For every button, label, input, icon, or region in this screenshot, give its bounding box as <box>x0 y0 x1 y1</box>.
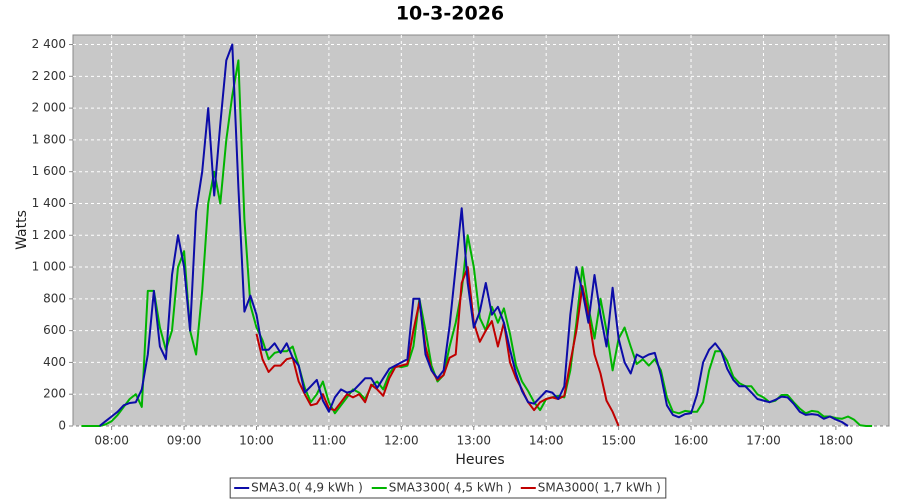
x-tick-label: 18:00 <box>819 434 854 448</box>
y-tick-label: 400 <box>43 355 66 369</box>
plot-area <box>72 34 890 427</box>
x-tick-label: 14:00 <box>529 434 564 448</box>
y-tick-label: 1 800 <box>32 132 66 146</box>
y-tick-label: 2 400 <box>32 37 66 51</box>
chart-title: 10-3-2026 <box>396 3 504 25</box>
y-tick-label: 1 400 <box>32 196 66 210</box>
y-tick-label: 600 <box>43 323 66 337</box>
legend-label: SMA3000( 1,7 kWh ) <box>538 481 661 495</box>
y-tick-label: 2 000 <box>32 101 66 115</box>
series-line <box>98 43 849 427</box>
y-tick-label: 2 200 <box>32 69 66 83</box>
x-tick-label: 10:00 <box>239 434 274 448</box>
legend: SMA3.0( 4,9 kWh ) SMA3300( 4,5 kWh ) SMA30… <box>229 477 667 499</box>
x-tick-label: 17:00 <box>746 434 781 448</box>
legend-label: SMA3.0( 4,9 kWh ) <box>251 481 363 495</box>
x-tick-label: 12:00 <box>384 434 419 448</box>
x-tick-label: 09:00 <box>167 434 202 448</box>
y-tick-label: 1 000 <box>32 260 66 274</box>
y-tick-label: 200 <box>43 387 66 401</box>
x-axis-label: Heures <box>455 452 504 468</box>
y-tick-label: 0 <box>58 419 66 433</box>
x-tick-label: 11:00 <box>312 434 347 448</box>
x-tick-label: 08:00 <box>94 434 129 448</box>
x-tick-label: 13:00 <box>456 434 491 448</box>
y-tick-label: 800 <box>43 291 66 305</box>
legend-box <box>229 477 667 499</box>
x-tick-label: 15:00 <box>601 434 636 448</box>
y-tick-label: 1 200 <box>32 228 66 242</box>
y-axis-label: Watts <box>14 210 30 250</box>
x-tick-label: 16:00 <box>674 434 709 448</box>
y-tick-label: 1 600 <box>32 164 66 178</box>
legend-label: SMA3300( 4,5 kWh ) <box>389 481 512 495</box>
